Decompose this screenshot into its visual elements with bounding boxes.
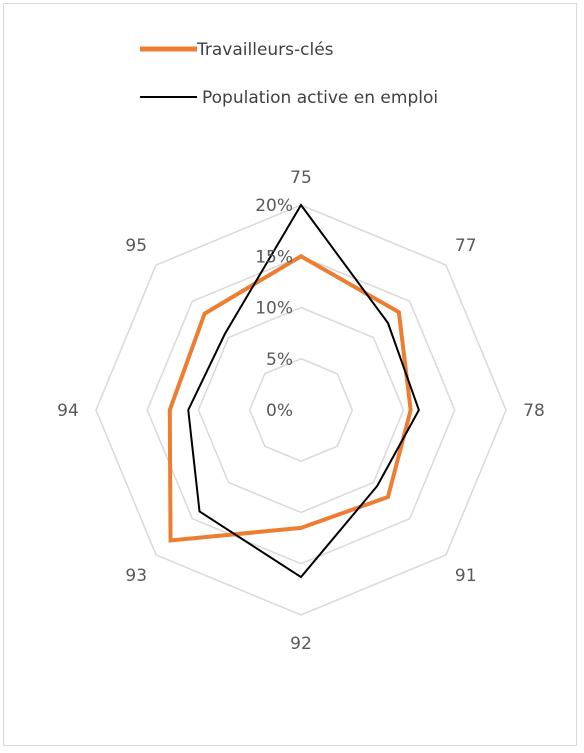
grid-ring bbox=[248, 357, 354, 463]
tick-label: 15% bbox=[255, 247, 293, 267]
tick-label: 0% bbox=[266, 401, 293, 421]
category-label: 93 bbox=[125, 566, 147, 586]
chart-frame: 0% 5% 10% 15% 20% 75 77 78 91 92 93 94 95 Travaille… bbox=[3, 3, 577, 746]
category-label: 77 bbox=[455, 236, 477, 256]
radar-chart: 0% 5% 10% 15% 20% 75 77 78 91 92 93 94 95 Travaille… bbox=[57, 40, 545, 654]
series-line-population-active bbox=[187, 203, 420, 579]
category-label: 92 bbox=[290, 634, 312, 654]
grid-ring bbox=[146, 255, 456, 565]
tick-label: 20% bbox=[255, 196, 293, 216]
category-label: 94 bbox=[57, 401, 79, 421]
category-label: 95 bbox=[125, 236, 147, 256]
radial-tick-labels: 0% 5% 10% 15% 20% bbox=[255, 196, 293, 421]
legend: Travailleurs-clés Population active en em… bbox=[140, 40, 438, 108]
grid-ring bbox=[95, 204, 507, 616]
legend-label: Population active en emploi bbox=[202, 88, 438, 108]
radar-series bbox=[167, 203, 420, 579]
legend-label: Travailleurs-clés bbox=[196, 40, 334, 60]
tick-label: 10% bbox=[255, 299, 293, 319]
category-label: 91 bbox=[455, 566, 477, 586]
radar-grid bbox=[95, 204, 507, 616]
grid-ring bbox=[197, 306, 405, 514]
category-label: 78 bbox=[523, 401, 545, 421]
category-labels: 75 77 78 91 92 93 94 95 bbox=[57, 168, 545, 654]
series-line-travailleurs-cles bbox=[167, 253, 413, 543]
category-label: 75 bbox=[290, 168, 312, 188]
tick-label: 5% bbox=[266, 350, 293, 370]
